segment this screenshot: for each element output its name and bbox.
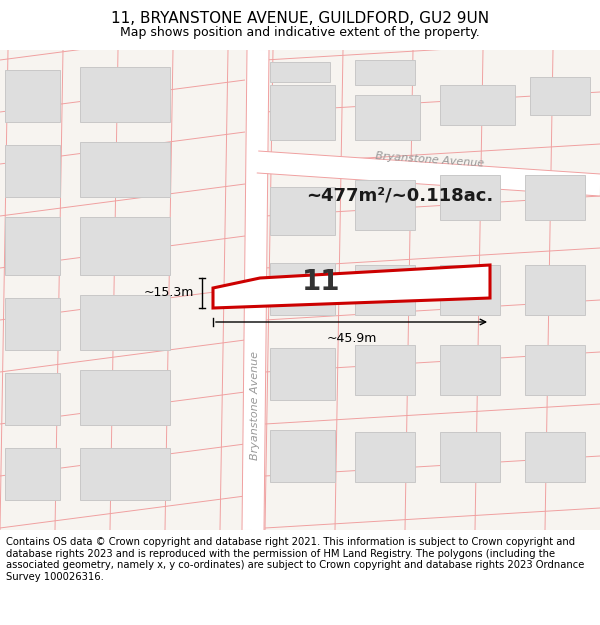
Bar [440, 175, 500, 220]
Text: Map shows position and indicative extent of the property.: Map shows position and indicative extent… [120, 26, 480, 39]
Text: 11, BRYANSTONE AVENUE, GUILDFORD, GU2 9UN: 11, BRYANSTONE AVENUE, GUILDFORD, GU2 9U… [111, 11, 489, 26]
Bar [80, 67, 170, 122]
Bar [80, 217, 170, 275]
Text: Bryanstone Avenue: Bryanstone Avenue [375, 151, 485, 169]
Bar [270, 62, 330, 82]
Bar [440, 432, 500, 482]
Bar [525, 265, 585, 315]
Text: Bryanstone Avenue: Bryanstone Avenue [250, 351, 260, 459]
Bar [355, 345, 415, 395]
Bar [80, 295, 170, 350]
Bar [270, 348, 335, 400]
Bar [355, 265, 415, 315]
Bar [270, 430, 335, 482]
Bar [525, 345, 585, 395]
Bar [5, 70, 60, 122]
Bar [440, 265, 500, 315]
Bar [530, 77, 590, 115]
Bar [440, 345, 500, 395]
Bar [355, 432, 415, 482]
Text: ~45.9m: ~45.9m [326, 332, 377, 345]
Bar [80, 370, 170, 425]
Bar [5, 217, 60, 275]
Text: Contains OS data © Crown copyright and database right 2021. This information is : Contains OS data © Crown copyright and d… [6, 537, 584, 582]
Bar [5, 298, 60, 350]
Bar [355, 180, 415, 230]
Bar [355, 95, 420, 140]
Bar [525, 432, 585, 482]
Bar [270, 263, 335, 315]
Bar [525, 175, 585, 220]
Bar [270, 85, 335, 140]
Bar [80, 142, 170, 197]
Polygon shape [257, 151, 600, 196]
Text: 11: 11 [302, 268, 341, 296]
Bar [5, 373, 60, 425]
Bar [440, 85, 515, 125]
Polygon shape [213, 265, 490, 308]
Bar [5, 145, 60, 197]
Bar [80, 448, 170, 500]
Text: ~477m²/~0.118ac.: ~477m²/~0.118ac. [307, 186, 494, 204]
Bar [5, 448, 60, 500]
Bar [270, 187, 335, 235]
Polygon shape [242, 50, 269, 530]
Text: ~15.3m: ~15.3m [143, 286, 194, 299]
Bar [355, 60, 415, 85]
